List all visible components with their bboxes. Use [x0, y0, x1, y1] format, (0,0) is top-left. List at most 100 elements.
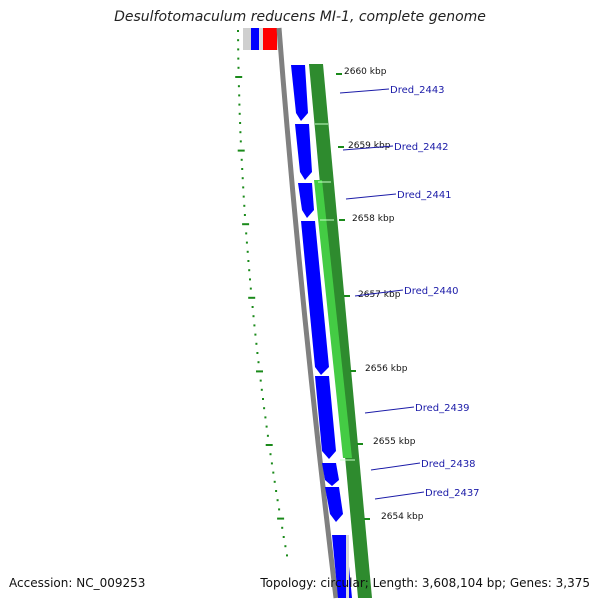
- gc-skew-mark: [263, 407, 266, 410]
- cds-gap: [346, 535, 349, 598]
- gc-skew-mark: [270, 462, 273, 465]
- scale-tick-label: 2655 kbp: [373, 437, 416, 447]
- gene-leader-line: [339, 88, 390, 94]
- gene-label: Dred_2438: [421, 459, 476, 470]
- gc-skew-mark: [247, 260, 250, 262]
- gc-skew-mark: [242, 195, 245, 198]
- gc-skew-mark: [266, 434, 269, 437]
- gc-skew-mark: [277, 517, 285, 520]
- gc-skew-mark: [259, 379, 262, 382]
- gc-skew-mark: [245, 241, 248, 244]
- top-feature-group: [243, 28, 280, 50]
- scale-ticks: 2660 kbp 2659 kbp 2658 kbp 2657 kbp 2656 kbp…: [336, 67, 424, 522]
- gc-skew-mark: [245, 232, 248, 235]
- gc-skew-mark: [272, 471, 275, 474]
- cds-arrow: [295, 124, 312, 180]
- scale-tick-mark: [357, 443, 363, 445]
- gene-leader-line: [354, 289, 404, 297]
- gc-skew-mark: [235, 76, 243, 78]
- accession-label: Accession: NC_009253: [9, 576, 146, 590]
- gc-skew-mark: [237, 39, 240, 42]
- gc-skew-mark: [260, 388, 263, 391]
- cds-track: [291, 65, 352, 598]
- gc-skew-mark: [249, 278, 251, 281]
- scale-tick-label: 2660 kbp: [344, 67, 387, 77]
- gc-skew-mark: [240, 158, 243, 161]
- gc-skew-mark: [254, 333, 257, 336]
- scale-tick-label: 2656 kbp: [365, 364, 408, 374]
- gc-skew-mark: [275, 490, 278, 492]
- gc-skew-mark: [257, 361, 260, 364]
- gc-skew-mark: [265, 444, 273, 446]
- gc-skew-mark: [284, 545, 287, 548]
- genome-backbone: [276, 27, 339, 599]
- gene-leader-line: [345, 193, 397, 200]
- gc-skew-mark: [239, 140, 242, 143]
- cds-arrow: [315, 376, 336, 459]
- gene-leader-line: [374, 491, 425, 500]
- gc-skew-mark: [243, 204, 246, 207]
- gc-skew-mark: [249, 287, 252, 290]
- map-title: Desulfotomaculum reducens MI-1, complete…: [114, 9, 486, 25]
- gc-skew-mark: [237, 66, 240, 69]
- gc-skew-mark: [242, 223, 250, 226]
- gene-label: Dred_2437: [425, 488, 480, 499]
- cds-arrow: [325, 487, 343, 522]
- top-grey-block: [243, 28, 251, 50]
- gc-skew-mark: [264, 416, 267, 419]
- gene-label: Dred_2439: [415, 403, 470, 414]
- gc-skew-mark: [286, 554, 288, 557]
- gc-skew-mark: [256, 370, 263, 373]
- gc-skew-mark: [239, 131, 242, 134]
- scale-tick-mark: [336, 73, 342, 75]
- blast-hit-track: [309, 64, 372, 598]
- cds-arrow: [298, 183, 314, 218]
- gc-skew-mark: [278, 508, 281, 511]
- top-red-block: [263, 28, 277, 50]
- cds-arrow: [291, 65, 308, 121]
- blast-hit-band-dark: [309, 64, 372, 598]
- gc-skew-mark: [256, 352, 259, 354]
- gc-skew-mark: [241, 177, 244, 180]
- gc-skew-mark: [237, 85, 240, 88]
- gc-skew-mark: [242, 186, 245, 189]
- gc-skew-mark: [238, 103, 241, 106]
- gene-label: Dred_2441: [397, 190, 452, 201]
- gc-skew-mark: [248, 296, 256, 299]
- gc-skew-mark: [252, 315, 255, 318]
- gc-skew-mark: [241, 168, 244, 170]
- gc-skew-mark: [273, 480, 276, 483]
- gene-label: Dred_2440: [404, 286, 459, 297]
- gc-skew-mark: [282, 536, 285, 538]
- scale-tick-label: 2659 kbp: [348, 141, 391, 151]
- scale-tick-mark: [339, 219, 345, 221]
- scale-tick-mark: [364, 518, 370, 520]
- scale-tick-label: 2658 kbp: [352, 214, 395, 224]
- blast-hit-band-light: [314, 180, 352, 458]
- cds-arrow: [301, 221, 329, 375]
- gc-skew-mark: [239, 122, 242, 124]
- scale-tick-mark: [338, 146, 344, 148]
- scale-tick-label: 2657 kbp: [358, 290, 401, 300]
- top-blue-block: [251, 28, 259, 50]
- gene-labels: Dred_2443 Dred_2442 Dred_2441 Dred_2440 Dred…: [339, 85, 480, 500]
- gene-label: Dred_2443: [390, 85, 445, 96]
- gc-skew-mark: [246, 250, 249, 253]
- genome-summary: Topology: circular; Length: 3,608,104 bp…: [260, 576, 590, 590]
- gc-skew-mark: [238, 112, 241, 115]
- gc-skew-mark: [255, 342, 258, 345]
- gc-skew-track: [235, 30, 288, 557]
- gc-skew-mark: [253, 324, 256, 327]
- gc-skew-mark: [237, 149, 245, 152]
- gc-skew-mark: [238, 94, 241, 97]
- scale-tick-mark: [350, 370, 356, 372]
- gc-skew-mark: [281, 526, 284, 529]
- gc-skew-mark: [248, 269, 251, 272]
- cds-arrow: [322, 463, 339, 486]
- gene-leader-line: [364, 406, 415, 414]
- gc-skew-mark: [269, 453, 272, 456]
- gc-skew-mark: [265, 425, 268, 428]
- gc-skew-mark: [237, 48, 240, 51]
